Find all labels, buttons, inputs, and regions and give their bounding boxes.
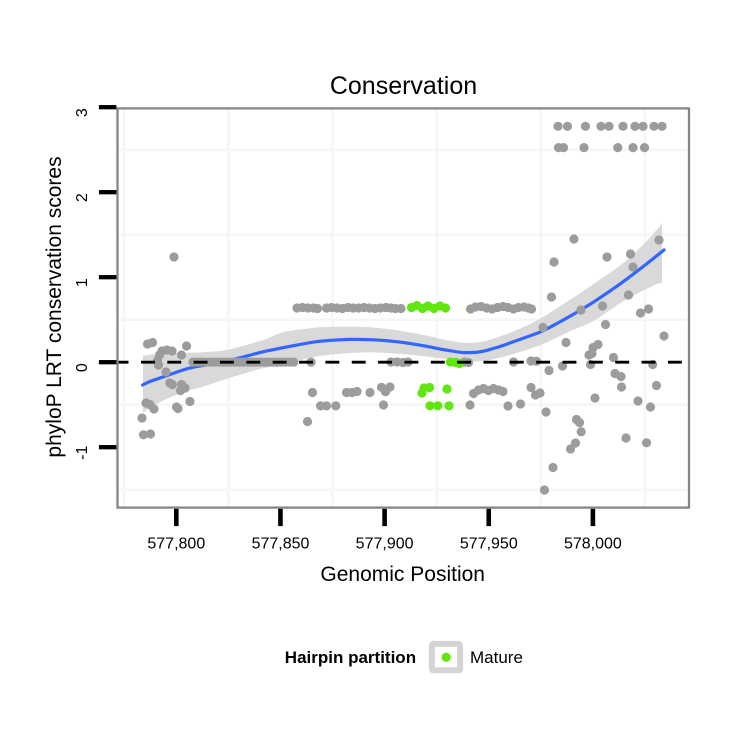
svg-text:577,950: 577,950 (460, 536, 518, 553)
svg-text:3: 3 (74, 108, 91, 117)
svg-text:577,850: 577,850 (252, 536, 310, 553)
svg-text:-1: -1 (74, 445, 91, 459)
svg-text:577,900: 577,900 (356, 536, 414, 553)
svg-text:1: 1 (74, 278, 91, 287)
svg-text:Conservation: Conservation (330, 72, 477, 100)
svg-text:578,000: 578,000 (564, 536, 622, 553)
svg-text:phyloP LRT conservation scores: phyloP LRT conservation scores (43, 156, 66, 457)
svg-text:577,800: 577,800 (147, 536, 205, 553)
svg-text:2: 2 (74, 193, 91, 202)
svg-text:Hairpin partition: Hairpin partition (285, 648, 416, 667)
svg-text:0: 0 (74, 363, 91, 372)
svg-text:Genomic Position: Genomic Position (320, 563, 485, 586)
svg-text:Mature: Mature (470, 648, 523, 667)
